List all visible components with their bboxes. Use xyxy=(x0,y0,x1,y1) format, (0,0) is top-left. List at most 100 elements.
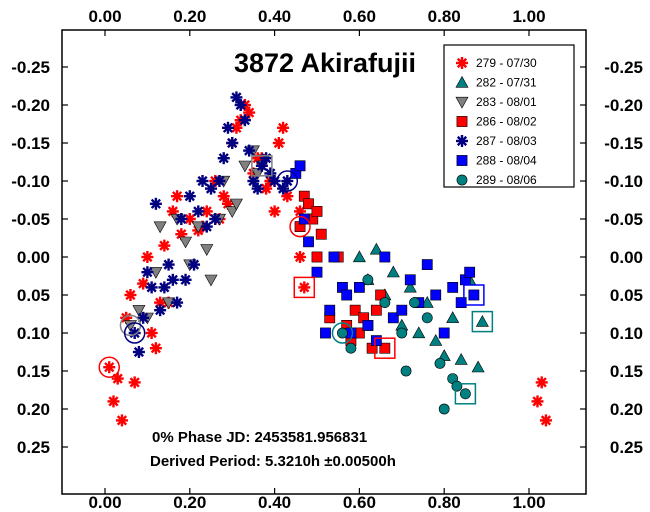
data-point-series-6 xyxy=(421,312,433,324)
data-point-series-5 xyxy=(455,297,467,308)
data-point-series-4 xyxy=(158,281,171,294)
x-tick-label-bottom: 0.80 xyxy=(428,493,461,512)
data-point-series-3 xyxy=(349,304,361,316)
x-tick-label-top: 0.40 xyxy=(258,7,291,26)
data-point-series-6 xyxy=(438,403,450,415)
data-point-series-4 xyxy=(141,266,154,279)
y-tick-label-right: -0.25 xyxy=(604,58,643,77)
start-point-ring xyxy=(123,322,146,344)
data-point-series-6 xyxy=(362,274,374,286)
data-point-series-1 xyxy=(412,326,426,339)
data-point-series-5 xyxy=(447,281,459,293)
data-point-series-2 xyxy=(225,206,239,219)
data-point-series-4 xyxy=(234,99,247,111)
legend-label-1: 282 - 07/31 xyxy=(476,76,537,90)
data-point-series-5 xyxy=(438,327,450,339)
data-point-series-4 xyxy=(243,144,256,157)
data-point-series-2 xyxy=(153,221,167,234)
y-tick-label-left: -0.05 xyxy=(11,210,50,229)
data-point-series-6 xyxy=(337,327,348,339)
data-point-series-5 xyxy=(387,312,399,324)
y-tick-label-right: -0.20 xyxy=(604,96,643,115)
x-tick-label-bottom: 1.00 xyxy=(512,493,545,512)
y-tick-label-left: 0.20 xyxy=(17,400,50,419)
y-tick-label-left: 0.25 xyxy=(17,438,50,457)
data-point-series-5 xyxy=(324,304,336,316)
data-point-series-0 xyxy=(124,289,137,301)
y-tick-label-left: -0.25 xyxy=(11,58,50,77)
data-point-series-4 xyxy=(260,152,273,165)
x-tick-label-bottom: 0.60 xyxy=(343,493,376,512)
y-tick-label-left: -0.20 xyxy=(11,96,50,115)
data-point-series-2 xyxy=(200,244,214,257)
data-point-series-5 xyxy=(370,335,382,346)
start-point-ring xyxy=(331,322,354,344)
data-point-series-1 xyxy=(386,265,400,278)
data-point-series-5 xyxy=(404,274,416,286)
data-point-series-0 xyxy=(141,251,154,263)
data-point-series-1 xyxy=(369,242,383,255)
y-tick-label-right: 0.05 xyxy=(610,286,643,305)
data-point-series-5 xyxy=(468,289,480,301)
data-point-series-3 xyxy=(370,304,382,316)
data-point-series-4 xyxy=(217,152,230,165)
period-annotation: Derived Period: 5.3210h ±0.00500h xyxy=(150,453,396,470)
data-point-series-0 xyxy=(298,281,311,294)
legend-marker-1 xyxy=(455,75,469,88)
data-point-series-4 xyxy=(192,205,205,218)
y-tick-label-right: -0.10 xyxy=(604,172,643,191)
data-point-series-2 xyxy=(238,160,252,173)
data-point-series-5 xyxy=(430,289,442,301)
data-point-series-6 xyxy=(396,327,408,339)
x-tick-label-bottom: 0.20 xyxy=(173,493,206,512)
y-tick-label-left: 0.10 xyxy=(17,324,50,343)
data-point-series-4 xyxy=(132,346,145,358)
data-point-series-4 xyxy=(281,175,294,187)
start-point-box xyxy=(471,310,494,333)
data-point-series-6 xyxy=(451,380,463,392)
data-point-series-4 xyxy=(200,220,213,233)
data-point-series-4 xyxy=(213,175,226,187)
legend-label-4: 287 - 08/03 xyxy=(476,134,537,148)
data-point-series-0 xyxy=(111,372,124,385)
x-tick-label-top: 1.00 xyxy=(512,7,545,26)
data-point-series-5 xyxy=(328,251,340,263)
y-tick-label-left: 0.00 xyxy=(17,248,50,267)
data-point-series-3 xyxy=(315,228,327,240)
data-point-series-4 xyxy=(149,197,162,210)
data-point-series-5 xyxy=(311,266,323,278)
data-point-series-1 xyxy=(454,352,468,365)
legend-marker-2 xyxy=(455,96,469,109)
start-point-ring xyxy=(98,356,120,378)
data-point-series-0 xyxy=(531,395,544,408)
data-point-series-3 xyxy=(311,206,323,217)
chart-title: 3872 Akirafujii xyxy=(234,48,416,78)
legend: 279 - 07/30 282 - 07/31 283 - 08/01 286 - 0… xyxy=(443,44,575,188)
data-point-series-4 xyxy=(179,273,192,286)
data-point-series-0 xyxy=(535,376,548,389)
x-tick-label-top: 0.20 xyxy=(173,7,206,26)
data-point-series-4 xyxy=(247,175,260,187)
data-point-series-1 xyxy=(420,295,434,308)
y-tick-label-right: 0.20 xyxy=(610,400,643,419)
data-point-series-2 xyxy=(229,198,243,211)
data-point-series-6 xyxy=(345,342,357,354)
legend-label-5: 288 - 08/04 xyxy=(476,154,537,168)
y-tick-label-left: 0.15 xyxy=(17,362,50,381)
y-tick-label-left: -0.10 xyxy=(11,172,50,191)
x-tick-label-top: 0.80 xyxy=(428,7,461,26)
legend-marker-6 xyxy=(456,174,468,186)
data-point-series-5 xyxy=(353,281,365,293)
data-point-series-2 xyxy=(132,305,146,317)
data-point-series-4 xyxy=(145,281,158,294)
data-point-series-0 xyxy=(158,239,171,252)
data-point-series-6 xyxy=(459,388,471,400)
data-point-series-1 xyxy=(471,360,485,373)
data-point-series-2 xyxy=(204,274,218,287)
data-point-series-1 xyxy=(446,311,460,323)
y-tick-label-left: -0.15 xyxy=(11,134,50,153)
start-point-box xyxy=(293,276,316,299)
start-point-ring xyxy=(276,170,299,192)
data-point-series-3 xyxy=(311,251,323,263)
data-point-series-0 xyxy=(171,190,184,203)
